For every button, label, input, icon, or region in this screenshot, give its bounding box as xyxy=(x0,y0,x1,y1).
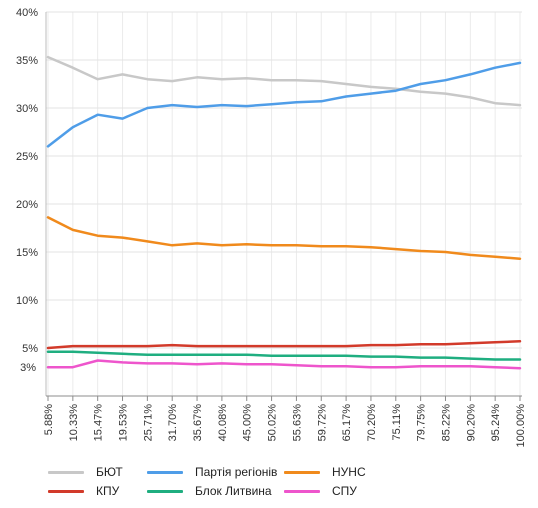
x-tick-label: 5.88% xyxy=(43,404,55,435)
x-tick-label: 65.17% xyxy=(341,404,353,442)
x-tick-label: 15.47% xyxy=(93,404,105,442)
legend-label: СПУ xyxy=(332,484,357,498)
x-tick-label: 85.22% xyxy=(440,404,452,442)
legend-label: БЮТ xyxy=(96,465,123,479)
legend-swatch xyxy=(147,489,183,493)
x-tick-label: 59.72% xyxy=(316,404,328,442)
x-tick-label: 45.00% xyxy=(242,404,254,442)
y-tick-label: 25% xyxy=(16,151,38,163)
x-tick-label: 79.75% xyxy=(416,404,428,442)
legend-label: НУНС xyxy=(332,465,366,479)
series-line xyxy=(46,340,522,350)
x-tick-label: 75.11% xyxy=(391,404,403,441)
legend-item-nuns[interactable]: НУНС xyxy=(284,464,366,480)
x-tick-label: 95.24% xyxy=(490,404,502,442)
legend-label: КПУ xyxy=(96,484,120,498)
x-tick-label: 50.02% xyxy=(267,404,279,442)
axes xyxy=(45,12,522,401)
x-tick-label: 25.71% xyxy=(142,404,154,442)
series-lines xyxy=(46,55,522,370)
series-line xyxy=(46,359,522,370)
legend-swatch xyxy=(48,470,84,474)
legend-swatch xyxy=(284,470,320,474)
y-tick-label: 15% xyxy=(16,247,38,259)
y-tick-label: 20% xyxy=(16,199,38,211)
legend-swatch xyxy=(48,489,84,493)
legend-label: Блок Литвина xyxy=(195,484,272,498)
x-tick-label: 90.20% xyxy=(465,404,477,442)
y-tick-label: 5% xyxy=(22,343,38,355)
y-tick-label: 35% xyxy=(16,55,38,67)
x-tick-label: 70.20% xyxy=(366,404,378,442)
x-tick-label: 35.67% xyxy=(192,404,204,442)
series-line xyxy=(46,55,522,107)
series-line xyxy=(46,350,522,361)
x-tick-label: 19.53% xyxy=(118,404,130,442)
y-tick-label: 10% xyxy=(16,295,38,307)
legend: БЮТ Партія регіонів НУНС КПУ Блок Литвин… xyxy=(0,460,538,508)
tick-labels: 5% 10% 15% 20% 25% 30% 35% 40% 3% 5.88% 10.33% 15.4… xyxy=(16,7,527,447)
legend-item-blok-lytvyna[interactable]: Блок Литвина xyxy=(147,483,272,499)
legend-item-partiya-rehioniv[interactable]: Партія регіонів xyxy=(147,464,277,480)
y-annotation-label: 3% xyxy=(20,362,36,374)
series-line xyxy=(46,61,522,148)
x-tick-label: 31.70% xyxy=(167,404,179,442)
y-tick-label: 40% xyxy=(16,7,38,19)
grid xyxy=(46,11,522,396)
series-line xyxy=(46,216,522,260)
legend-label: Партія регіонів xyxy=(195,465,278,479)
x-tick-label: 100.00% xyxy=(515,404,527,448)
line-chart: 5% 10% 15% 20% 25% 30% 35% 40% 3% 5.88% 10.33% 15.4… xyxy=(16,7,527,447)
y-tick-label: 30% xyxy=(16,103,38,115)
legend-swatch xyxy=(284,489,320,493)
legend-swatch xyxy=(147,470,183,474)
x-tick-label: 40.08% xyxy=(217,404,229,442)
x-tick-label: 10.33% xyxy=(68,404,80,442)
x-tick-label: 55.63% xyxy=(291,404,303,442)
legend-item-byut[interactable]: БЮТ xyxy=(48,464,123,480)
legend-item-spu[interactable]: СПУ xyxy=(284,483,357,499)
legend-item-kpu[interactable]: КПУ xyxy=(48,483,119,499)
